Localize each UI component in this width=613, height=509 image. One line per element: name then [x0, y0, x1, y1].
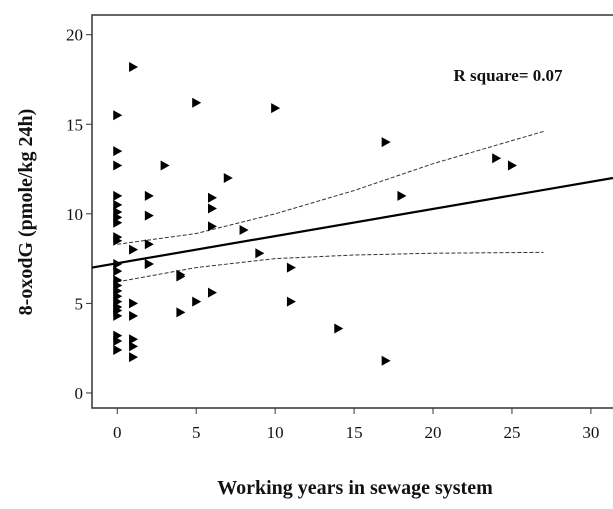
point	[207, 192, 217, 203]
point	[113, 310, 123, 321]
point	[144, 258, 154, 269]
plot-frame	[91, 14, 613, 409]
point	[176, 269, 186, 280]
y-tick-label: 10	[66, 205, 83, 224]
point	[113, 344, 123, 355]
fit-line	[91, 176, 613, 269]
point	[176, 307, 186, 318]
point	[223, 173, 233, 184]
y-tick-label: 15	[66, 115, 83, 134]
point	[113, 190, 123, 201]
point	[129, 352, 139, 363]
annotation: R square= 0.07	[453, 66, 563, 85]
x-tick-label: 25	[503, 423, 520, 442]
x-tick-label: 10	[267, 423, 284, 442]
point	[397, 190, 407, 201]
point	[286, 296, 296, 307]
x-tick-label: 20	[425, 423, 442, 442]
point	[207, 287, 217, 298]
point	[129, 298, 139, 309]
point	[160, 160, 170, 171]
point	[381, 355, 391, 366]
point	[113, 110, 123, 121]
point	[129, 334, 139, 345]
point	[334, 323, 344, 334]
point	[113, 235, 123, 246]
point	[507, 160, 517, 171]
point	[144, 239, 154, 250]
x-tick-label: 15	[346, 423, 363, 442]
x-axis-label: Working years in sewage system	[217, 477, 493, 499]
y-axis-label: 8-oxodG (pmole/kg 24h)	[15, 109, 37, 316]
x-tick-label: 30	[582, 423, 599, 442]
point	[271, 103, 281, 114]
point	[192, 97, 202, 108]
point	[255, 248, 265, 259]
point	[113, 258, 123, 269]
point	[113, 160, 123, 171]
point	[239, 224, 249, 235]
point	[286, 262, 296, 273]
point	[113, 199, 123, 210]
x-tick-label: 5	[192, 423, 201, 442]
confidence-band	[117, 251, 544, 283]
point	[129, 341, 139, 352]
confidence-band	[117, 130, 544, 245]
point	[113, 217, 123, 228]
point	[113, 146, 123, 157]
point	[129, 61, 139, 72]
point	[144, 210, 154, 221]
y-tick-label: 5	[75, 294, 84, 313]
point	[129, 244, 139, 255]
y-tick-label: 20	[66, 26, 83, 45]
x-tick-label: 0	[113, 423, 122, 442]
point	[192, 296, 202, 307]
point	[492, 153, 502, 164]
point	[144, 190, 154, 201]
point	[113, 266, 123, 277]
point	[381, 137, 391, 148]
point	[207, 221, 217, 232]
point	[129, 310, 139, 321]
y-tick-label: 0	[75, 384, 84, 403]
point	[113, 336, 123, 347]
point	[207, 203, 217, 214]
